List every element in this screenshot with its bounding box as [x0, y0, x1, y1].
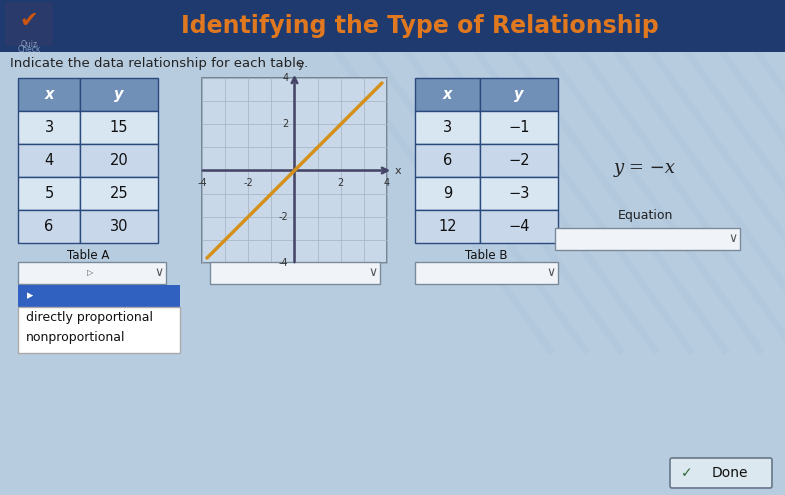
Text: Table B: Table B — [466, 249, 508, 262]
FancyBboxPatch shape — [80, 144, 158, 177]
Text: Table A: Table A — [67, 249, 109, 262]
Text: 9: 9 — [443, 186, 452, 201]
Text: ▸: ▸ — [27, 290, 33, 302]
Text: 6: 6 — [443, 153, 452, 168]
Text: ∨: ∨ — [546, 266, 556, 280]
Text: 30: 30 — [110, 219, 128, 234]
FancyBboxPatch shape — [415, 78, 480, 111]
FancyBboxPatch shape — [18, 307, 180, 353]
FancyBboxPatch shape — [480, 177, 558, 210]
Text: −2: −2 — [508, 153, 530, 168]
Text: ∨: ∨ — [368, 266, 378, 280]
Text: -2: -2 — [279, 212, 289, 222]
FancyBboxPatch shape — [415, 177, 480, 210]
FancyBboxPatch shape — [80, 210, 158, 243]
FancyBboxPatch shape — [18, 177, 80, 210]
Text: x: x — [443, 87, 452, 102]
Text: Equation: Equation — [617, 208, 673, 221]
FancyBboxPatch shape — [80, 177, 158, 210]
Text: −4: −4 — [508, 219, 530, 234]
Text: 20: 20 — [110, 153, 129, 168]
Text: Quiz: Quiz — [20, 40, 38, 49]
Text: 2: 2 — [338, 179, 344, 189]
Text: Indicate the data relationship for each table.: Indicate the data relationship for each … — [10, 56, 309, 69]
Text: 3: 3 — [443, 120, 452, 135]
Text: nonproportional: nonproportional — [26, 332, 126, 345]
Text: Identifying the Type of Relationship: Identifying the Type of Relationship — [181, 14, 659, 38]
Text: Done: Done — [712, 466, 748, 480]
FancyBboxPatch shape — [18, 111, 80, 144]
Text: x: x — [44, 87, 53, 102]
Text: −1: −1 — [508, 120, 530, 135]
FancyBboxPatch shape — [480, 111, 558, 144]
Text: 4: 4 — [283, 73, 289, 83]
Text: ∨: ∨ — [155, 266, 163, 280]
FancyBboxPatch shape — [415, 262, 558, 284]
FancyBboxPatch shape — [415, 210, 480, 243]
FancyBboxPatch shape — [415, 111, 480, 144]
Text: 6: 6 — [45, 219, 53, 234]
FancyBboxPatch shape — [80, 111, 158, 144]
Text: x: x — [395, 165, 402, 176]
Text: −3: −3 — [509, 186, 530, 201]
FancyBboxPatch shape — [480, 210, 558, 243]
Text: Check: Check — [17, 45, 41, 54]
Text: 2: 2 — [283, 119, 289, 129]
Text: Graph: Graph — [276, 270, 312, 283]
FancyBboxPatch shape — [0, 0, 785, 52]
Text: y = −x: y = −x — [614, 159, 676, 177]
Text: 5: 5 — [45, 186, 53, 201]
FancyBboxPatch shape — [480, 144, 558, 177]
Text: y: y — [514, 87, 524, 102]
Text: 4: 4 — [384, 179, 390, 189]
Text: ∨: ∨ — [728, 233, 738, 246]
FancyBboxPatch shape — [18, 78, 80, 111]
FancyBboxPatch shape — [18, 285, 180, 307]
FancyBboxPatch shape — [18, 144, 80, 177]
Text: y: y — [298, 60, 304, 70]
FancyBboxPatch shape — [80, 78, 158, 111]
Text: 15: 15 — [110, 120, 128, 135]
Text: 3: 3 — [45, 120, 53, 135]
FancyBboxPatch shape — [210, 262, 380, 284]
FancyBboxPatch shape — [670, 458, 772, 488]
Text: ✓: ✓ — [681, 466, 693, 480]
FancyBboxPatch shape — [18, 210, 80, 243]
Text: 12: 12 — [438, 219, 457, 234]
Text: 4: 4 — [45, 153, 53, 168]
Text: ▷: ▷ — [87, 268, 93, 278]
FancyBboxPatch shape — [18, 262, 166, 284]
FancyBboxPatch shape — [480, 78, 558, 111]
Text: directly proportional: directly proportional — [26, 311, 153, 325]
FancyBboxPatch shape — [5, 2, 53, 46]
FancyBboxPatch shape — [202, 78, 387, 263]
Text: 25: 25 — [110, 186, 128, 201]
Text: -4: -4 — [279, 258, 289, 268]
Text: ✔: ✔ — [20, 11, 38, 31]
Text: -4: -4 — [197, 179, 206, 189]
FancyBboxPatch shape — [415, 144, 480, 177]
Text: y: y — [115, 87, 124, 102]
FancyBboxPatch shape — [555, 228, 740, 250]
Text: -2: -2 — [243, 179, 253, 189]
